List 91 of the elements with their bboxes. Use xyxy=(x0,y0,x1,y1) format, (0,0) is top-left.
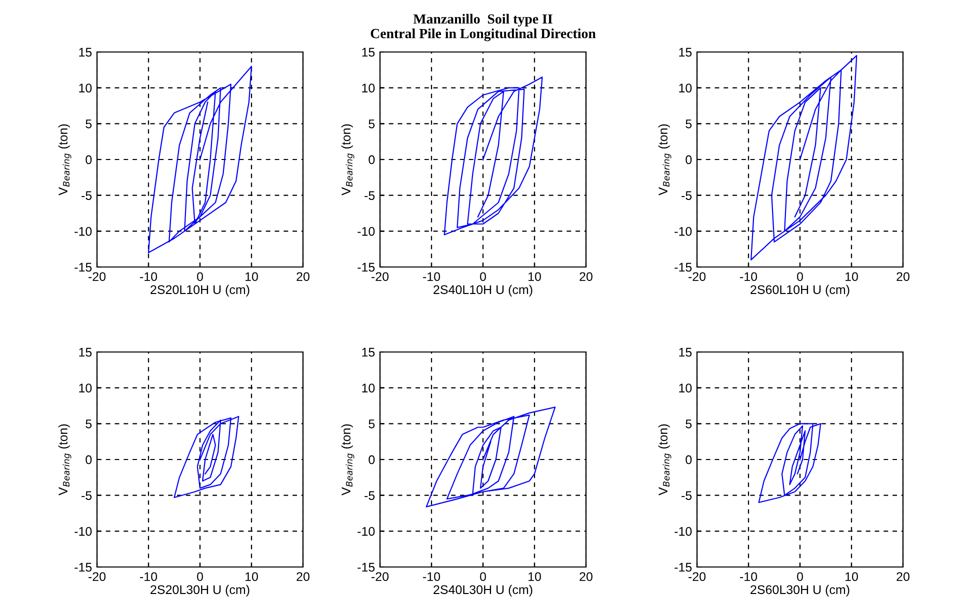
y-tick-label: 15 xyxy=(362,348,375,357)
x-tick-label: -10 xyxy=(140,272,158,282)
x-tick-label: 10 xyxy=(528,272,541,282)
x-tick-label: -20 xyxy=(688,272,706,282)
y-tick-label: 0 xyxy=(86,455,92,464)
x-tick-label: -20 xyxy=(372,272,389,282)
y-axis-title: V$_{Bearing}$ (ton) xyxy=(58,424,72,496)
y-tick-label: 0 xyxy=(368,155,375,164)
x-axis-title: 2S20L30H U (cm) xyxy=(150,584,250,597)
x-tick-label: -20 xyxy=(372,572,389,582)
y-tick-label: -15 xyxy=(674,562,692,572)
y-tick-label: -10 xyxy=(358,526,375,536)
y-tick-label: 10 xyxy=(79,84,92,92)
x-tick-label: -10 xyxy=(740,272,758,282)
y-tick-label: -15 xyxy=(74,262,92,272)
line-series xyxy=(148,66,252,254)
y-tick-label: 10 xyxy=(362,84,375,92)
x-tick-label: 0 xyxy=(797,572,803,582)
x-tick-label: 10 xyxy=(846,572,858,582)
y-tick-label: 15 xyxy=(79,348,92,357)
x-tick-label: -10 xyxy=(140,572,158,582)
line-series xyxy=(750,55,858,260)
line-series xyxy=(444,76,543,236)
x-tick-label: 0 xyxy=(797,272,803,282)
y-tick-label: -10 xyxy=(674,526,692,536)
y-tick-label: -5 xyxy=(682,491,692,500)
x-tick-label: 10 xyxy=(846,272,858,282)
y-tick-label: -10 xyxy=(674,226,692,236)
x-tick-label: 20 xyxy=(580,272,592,282)
x-tick-label: 20 xyxy=(896,272,910,282)
y-tick-label: -15 xyxy=(74,562,92,572)
y-axis-title: V$_{Bearing}$ (ton) xyxy=(658,424,672,496)
y-tick-label: 10 xyxy=(362,384,375,392)
y-axis-title: V$_{Bearing}$ (ton) xyxy=(658,124,672,196)
chart-title: Manzanillo Soil type II Central Pile in Longitudinal Direction xyxy=(370,14,596,42)
x-tick-label: 20 xyxy=(296,272,310,282)
x-tick-label: 0 xyxy=(480,272,486,282)
x-tick-label: -20 xyxy=(88,572,106,582)
y-axis-title: V$_{Bearing}$ (ton) xyxy=(341,124,354,196)
y-tick-label: 5 xyxy=(368,120,375,128)
x-tick-label: 10 xyxy=(246,572,258,582)
line-series xyxy=(758,423,822,504)
y-tick-label: 10 xyxy=(679,84,692,92)
y-axis-title: V$_{Bearing}$ (ton) xyxy=(58,124,72,196)
y-tick-label: 15 xyxy=(79,48,92,57)
y-tick-label: -5 xyxy=(82,191,92,200)
y-tick-label: -10 xyxy=(358,226,375,236)
x-axis-title: 2S60L30H U (cm) xyxy=(750,584,850,597)
y-tick-label: -15 xyxy=(674,262,692,272)
y-tick-label: 5 xyxy=(368,420,375,428)
line-series xyxy=(426,406,556,508)
x-axis-title: 2S60L10H U (cm) xyxy=(750,284,850,297)
y-tick-label: -5 xyxy=(364,191,375,200)
x-tick-label: -20 xyxy=(688,572,706,582)
y-tick-label: -10 xyxy=(74,526,92,536)
y-tick-label: 5 xyxy=(686,120,692,128)
x-tick-label: 0 xyxy=(197,572,203,582)
x-tick-label: 20 xyxy=(296,572,310,582)
y-tick-label: 10 xyxy=(679,384,692,392)
y-tick-label: 10 xyxy=(79,384,92,392)
y-tick-label: -10 xyxy=(74,226,92,236)
x-tick-label: 0 xyxy=(197,272,203,282)
y-tick-label: 0 xyxy=(368,455,375,464)
y-tick-label: -15 xyxy=(358,262,375,272)
y-tick-label: 5 xyxy=(686,420,692,428)
y-tick-label: 0 xyxy=(686,455,692,464)
x-axis-title: 2S20L10H U (cm) xyxy=(150,284,250,297)
y-tick-label: 15 xyxy=(362,48,375,57)
y-tick-label: -5 xyxy=(364,491,375,500)
y-tick-label: -5 xyxy=(682,191,692,200)
y-tick-label: -15 xyxy=(358,562,375,572)
x-tick-label: -10 xyxy=(423,572,440,582)
x-tick-label: 10 xyxy=(528,572,541,582)
y-axis-title: V$_{Bearing}$ (ton) xyxy=(341,424,354,496)
x-tick-label: 20 xyxy=(580,572,592,582)
x-tick-label: -20 xyxy=(88,272,106,282)
y-tick-label: 0 xyxy=(686,155,692,164)
x-tick-label: 0 xyxy=(480,572,486,582)
y-tick-label: 5 xyxy=(86,120,92,128)
x-tick-label: -10 xyxy=(423,272,440,282)
x-tick-label: 20 xyxy=(896,572,910,582)
y-tick-label: 15 xyxy=(679,348,692,357)
y-tick-label: 0 xyxy=(86,155,92,164)
x-axis-title: 2S40L30H U (cm) xyxy=(434,584,532,597)
x-axis-title: 2S40L10H U (cm) xyxy=(434,284,532,297)
y-tick-label: 5 xyxy=(86,420,92,428)
x-tick-label: 10 xyxy=(246,272,258,282)
line-series xyxy=(174,416,240,498)
x-tick-label: -10 xyxy=(740,572,758,582)
y-tick-label: 15 xyxy=(679,48,692,57)
y-tick-label: -5 xyxy=(82,491,92,500)
